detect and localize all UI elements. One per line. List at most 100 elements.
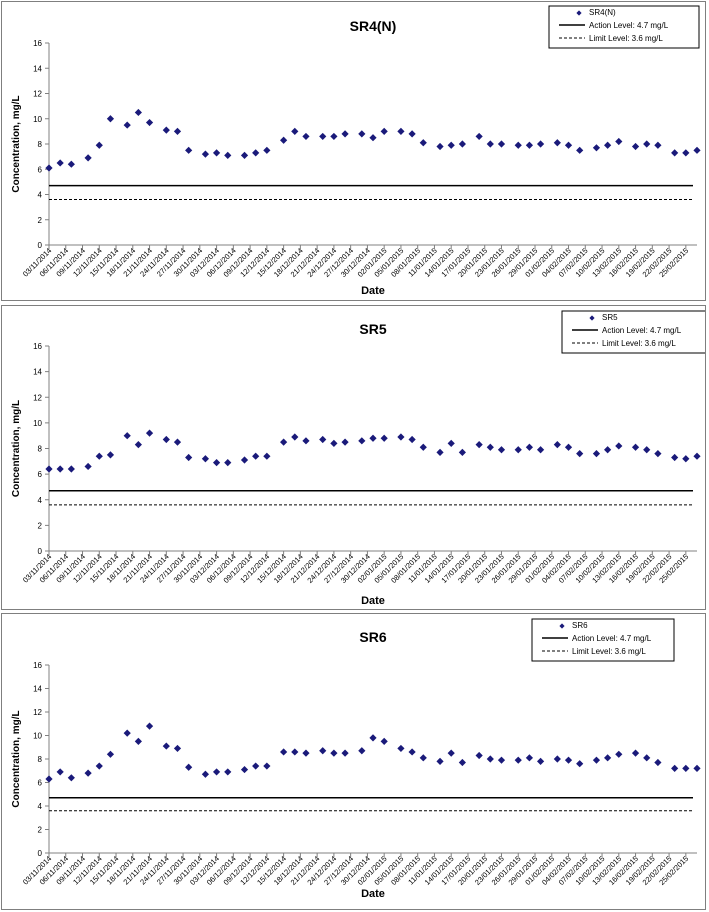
- y-tick-label: 8: [38, 140, 43, 149]
- y-tick-label: 10: [33, 732, 42, 741]
- data-point: [615, 137, 623, 146]
- data-point: [330, 439, 338, 447]
- data-point: [536, 757, 545, 765]
- data-point: [84, 154, 92, 162]
- data-point: [654, 141, 662, 149]
- y-axis-label: Concentration, mg/L: [11, 710, 22, 807]
- y-tick-label: 4: [38, 802, 43, 811]
- y-tick-label: 2: [38, 521, 43, 530]
- chart-panel-sr4n: SR4(N) 0 2 4 6 8 10 12 14 16 03/11/2014 06/11/2014 0…: [1, 1, 706, 301]
- legend-entry: Action Level: 4.7 mg/L: [602, 326, 682, 335]
- legend-marker: [559, 623, 565, 629]
- data-point: [693, 764, 701, 772]
- data-point: [458, 758, 466, 767]
- data-point: [162, 126, 170, 134]
- data-point: [95, 141, 103, 149]
- data-point: [185, 763, 193, 771]
- data-point: [419, 443, 427, 451]
- data-point: [45, 465, 53, 473]
- data-point: [553, 441, 561, 449]
- data-point: [252, 762, 260, 770]
- data-point: [576, 450, 584, 458]
- y-tick-label: 8: [38, 445, 43, 454]
- data-point: [671, 764, 679, 772]
- data-point: [302, 749, 310, 757]
- data-point: [458, 140, 466, 148]
- data-point: [56, 465, 64, 473]
- data-point: [369, 734, 377, 742]
- data-point: [45, 775, 53, 783]
- legend: SR4(N) Action Level: 4.7 mg/L Limit Level:…: [548, 5, 700, 49]
- data-point: [134, 108, 142, 117]
- data-point: [419, 139, 427, 147]
- data-point: [201, 770, 210, 778]
- data-point: [106, 750, 115, 758]
- data-point: [514, 141, 522, 149]
- data-point: [330, 749, 338, 757]
- data-point: [134, 737, 142, 745]
- data-point: [380, 737, 388, 745]
- y-axis-label: Concentration, mg/L: [11, 400, 22, 497]
- data-point: [358, 747, 366, 755]
- data-point: [84, 769, 92, 777]
- data-point: [693, 452, 701, 460]
- data-point: [341, 749, 349, 757]
- chart-title: SR6: [359, 629, 386, 645]
- data-point: [224, 768, 232, 776]
- y-tick-label: 0: [38, 241, 43, 250]
- legend-frame: [531, 618, 675, 662]
- y-tick-label: 16: [33, 342, 42, 351]
- data-point: [525, 443, 534, 451]
- data-point: [408, 130, 416, 138]
- data-point: [224, 458, 232, 467]
- y-tick-label: 4: [38, 191, 43, 200]
- data-point: [224, 151, 232, 159]
- data-point: [397, 127, 405, 135]
- y-tick-label: 12: [33, 708, 42, 717]
- data-point: [564, 141, 573, 149]
- y-tick-label: 4: [38, 496, 43, 505]
- data-point: [185, 453, 193, 462]
- data-point: [693, 146, 701, 154]
- data-point: [341, 130, 349, 138]
- chart-title: SR5: [359, 321, 386, 337]
- data-point: [240, 765, 249, 774]
- data-point: [56, 768, 64, 776]
- y-tick-label: 14: [33, 685, 42, 694]
- y-tick-label: 16: [33, 661, 42, 670]
- data-point: [162, 742, 170, 750]
- data-point: [592, 144, 601, 152]
- y-tick-label: 10: [33, 419, 42, 428]
- x-axis-label: Date: [361, 595, 385, 607]
- data-point: [84, 462, 92, 471]
- data-point: [134, 441, 142, 449]
- y-tick-label: 6: [38, 779, 43, 788]
- data-point: [45, 164, 53, 172]
- data-point: [291, 748, 299, 756]
- data-point: [106, 115, 115, 123]
- y-tick-label: 2: [38, 216, 43, 225]
- y-tick-label: 0: [38, 547, 43, 556]
- chart-title: SR4(N): [350, 18, 397, 34]
- data-point: [67, 465, 75, 473]
- data-point: [615, 750, 623, 758]
- data-point: [592, 450, 601, 458]
- data-point: [212, 149, 221, 157]
- y-tick-label: 6: [38, 470, 43, 479]
- data-point: [553, 755, 561, 763]
- data-point: [95, 452, 103, 460]
- data-point: [576, 146, 584, 154]
- data-point: [525, 754, 534, 762]
- data-point: [497, 756, 506, 764]
- data-point: [475, 132, 483, 141]
- data-point: [631, 749, 640, 757]
- data-point: [123, 121, 131, 129]
- data-point: [604, 446, 612, 454]
- legend-frame: [561, 310, 705, 354]
- legend: SR5 Action Level: 4.7 mg/L Limit Level: 3.…: [561, 310, 705, 354]
- data-point: [615, 442, 623, 450]
- data-point: [201, 455, 210, 463]
- data-point: [252, 452, 260, 460]
- data-point: [380, 434, 388, 442]
- data-point: [369, 434, 377, 442]
